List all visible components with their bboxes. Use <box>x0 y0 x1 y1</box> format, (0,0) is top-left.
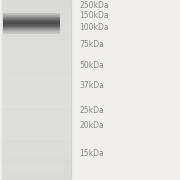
Text: 250kDa: 250kDa <box>79 1 109 10</box>
Text: 75kDa: 75kDa <box>79 40 104 49</box>
Text: 150kDa: 150kDa <box>79 11 109 20</box>
Text: 50kDa: 50kDa <box>79 61 104 70</box>
Text: 15kDa: 15kDa <box>79 149 104 158</box>
Text: 25kDa: 25kDa <box>79 106 104 115</box>
Bar <box>2 0 71 180</box>
Text: 37kDa: 37kDa <box>79 81 104 90</box>
Text: 100kDa: 100kDa <box>79 23 109 32</box>
Text: 20kDa: 20kDa <box>79 121 104 130</box>
